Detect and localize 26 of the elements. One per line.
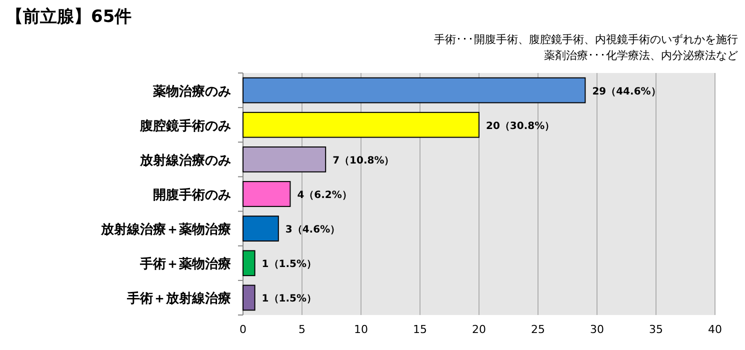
category-label: 放射線治療＋薬物治療 [101, 222, 231, 238]
tick-label: 35 [649, 323, 663, 336]
data-label: 1（1.5%） [262, 259, 316, 270]
data-label: 4（6.2%） [297, 190, 352, 201]
data-label: 1（1.5%） [262, 294, 316, 305]
category-label: 手術＋薬物治療 [140, 257, 231, 272]
tick-label: 5 [298, 323, 306, 336]
annotation: 薬剤治療･･･化学療法、内分泌療法など [544, 49, 738, 62]
data-label: 7（10.8%） [332, 155, 394, 166]
category-label: 腹腔鏡手術のみ [140, 118, 231, 134]
tick-label: 40 [708, 323, 722, 336]
data-label: 29（44.6%） [592, 86, 661, 98]
category-label: 手術＋放射線治療 [127, 292, 231, 307]
category-label: 薬物治療のみ [153, 84, 231, 100]
tick-label: 10 [354, 323, 368, 336]
tick-label: 0 [240, 323, 246, 336]
tick-label: 15 [413, 323, 427, 336]
tick-label: 25 [531, 323, 545, 336]
tick-label: 30 [590, 323, 604, 336]
title: 【前立腺】65件 [6, 7, 132, 27]
category-label: 放射線治療のみ [140, 153, 231, 168]
annotation: 手術･･･開腹手術、腹腔鏡手術、内視鏡手術のいずれかを施行 [434, 33, 738, 46]
category-label: 開腹手術のみ [153, 188, 231, 203]
tick-label: 20 [472, 323, 486, 336]
data-label: 20（30.8%） [486, 120, 555, 132]
data-label: 3（4.6%） [285, 224, 340, 236]
